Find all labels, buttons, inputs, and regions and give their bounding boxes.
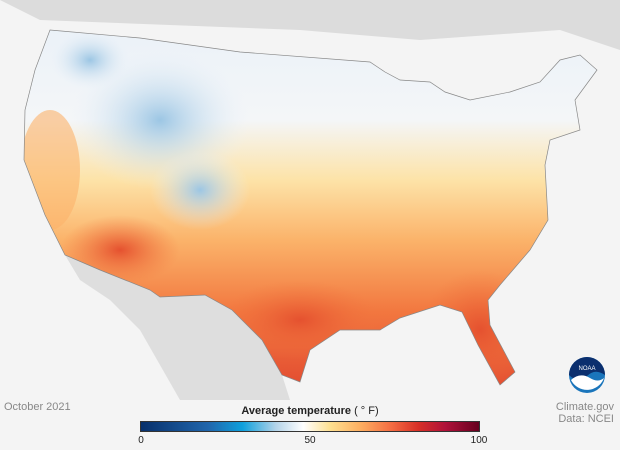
temperature-map: NOAA	[0, 0, 620, 400]
legend-title-text: Average temperature	[241, 405, 351, 417]
svg-text:NOAA: NOAA	[578, 366, 595, 372]
canada-landmass	[0, 0, 620, 50]
legend-unit: ( ° F)	[354, 405, 379, 417]
legend-color-bar	[140, 421, 480, 432]
noaa-logo: NOAA	[569, 357, 605, 393]
mexico-landmass	[65, 255, 290, 400]
legend-tick-mid: 50	[304, 435, 316, 446]
date-label: October 2021	[4, 401, 71, 413]
us-temperature-field	[24, 30, 597, 385]
credit: Climate.gov Data: NCEI	[556, 401, 614, 425]
legend-tick-max: 100	[470, 435, 488, 446]
legend-title: Average temperature ( ° F)	[140, 405, 480, 417]
credit-source: Climate.gov	[555, 401, 614, 413]
credit-data: Data: NCEI	[558, 413, 614, 425]
legend-tick-min: 0	[138, 435, 144, 446]
